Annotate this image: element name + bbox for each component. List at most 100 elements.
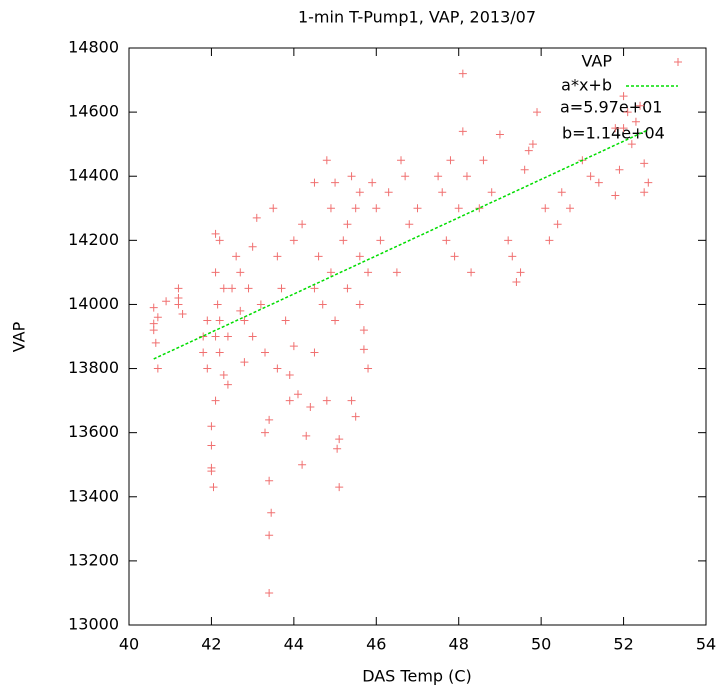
x-tick-label: 40 [119,635,139,654]
scatter-point [528,140,537,149]
scatter-point [372,204,381,213]
x-tick-label: 44 [284,635,304,654]
scatter-point [335,435,344,444]
scatter-point [322,156,331,165]
scatter-point [450,252,459,261]
x-tick-label: 54 [696,635,716,654]
scatter-point [273,364,282,373]
scatter-point [462,172,471,181]
annotation: a=5.97e+01 [560,98,662,117]
fit-line [153,129,649,360]
scatter-point [467,268,476,277]
scatter-point [174,294,183,303]
scatter-point [265,531,274,540]
scatter-point [153,364,162,373]
y-tick-label: 13000 [68,615,119,634]
legend-label: a*x+b [561,76,612,95]
scatter-point [479,156,488,165]
scatter-point [397,156,406,165]
y-tick-label: 13800 [68,358,119,377]
scatter-point [434,172,443,181]
scatter-point [413,204,422,213]
scatter-point [619,92,628,101]
y-axis-label: VAP [10,321,29,352]
scatter-point [207,467,216,476]
x-tick-label: 52 [613,635,633,654]
scatter-point [347,396,356,405]
scatter-point [265,476,274,485]
scatter-point [314,252,323,261]
scatter-point [252,213,261,222]
scatter-point [516,268,525,277]
scatter-point [199,348,208,357]
legend-label: VAP [581,52,612,71]
scatter-point [520,165,529,174]
scatter-point [627,140,636,149]
scatter-point [619,124,628,133]
y-tick-label: 13200 [68,550,119,569]
plot-frame [128,47,707,626]
scatter-point [203,364,212,373]
scatter-point [512,278,521,287]
scatter-point [322,396,331,405]
scatter-point [306,403,315,412]
scatter-point [265,415,274,424]
scatter-point [364,268,373,277]
scatter-point [211,332,220,341]
scatter-point [475,204,484,213]
scatter-point [285,396,294,405]
scatter-point [232,252,241,261]
scatter-point [557,188,566,197]
scatter-point [310,178,319,187]
scatter-point [207,441,216,450]
scatter-point [355,252,364,261]
scatter-point [261,428,270,437]
scatter-point [269,204,278,213]
scatter-point [339,236,348,245]
scatter-point [298,220,307,229]
scatter-point [355,188,364,197]
scatter-point [207,422,216,431]
scatter-point [302,431,311,440]
scatter-point [248,242,257,251]
scatter-point [178,310,187,319]
scatter-point [524,146,533,155]
x-tick-label: 48 [449,635,469,654]
scatter-point [384,188,393,197]
scatter-point [240,358,249,367]
scatter-point [438,188,447,197]
x-tick-label: 42 [201,635,221,654]
scatter-point [310,284,319,293]
scatter-point [223,332,232,341]
scatter-point [244,284,253,293]
scatter-point [504,236,513,245]
scatter-point [151,338,160,347]
scatter-point [265,588,274,597]
scatter-point [594,178,603,187]
scatter-point [219,370,228,379]
y-tick-label: 14800 [68,38,119,57]
scatter-point [236,268,245,277]
scatter-point [273,252,282,261]
scatter-point [364,364,373,373]
scatter-point [236,306,245,315]
y-tick-label: 14400 [68,166,119,185]
scatter-point [213,300,222,309]
scatter-point [240,316,249,325]
scatter-point [277,284,286,293]
scatter-point [565,204,574,213]
scatter-point [545,236,554,245]
scatter-point [623,108,632,117]
scatter-point [153,313,162,322]
scatter-point [267,508,276,517]
scatter-point [644,178,653,187]
scatter-point [326,204,335,213]
scatter-point [495,130,504,139]
scatter-point [351,204,360,213]
scatter-point [343,220,352,229]
scatter-point [351,412,360,421]
scatter-point [541,204,550,213]
scatter-point [405,220,414,229]
scatter-point [347,172,356,181]
